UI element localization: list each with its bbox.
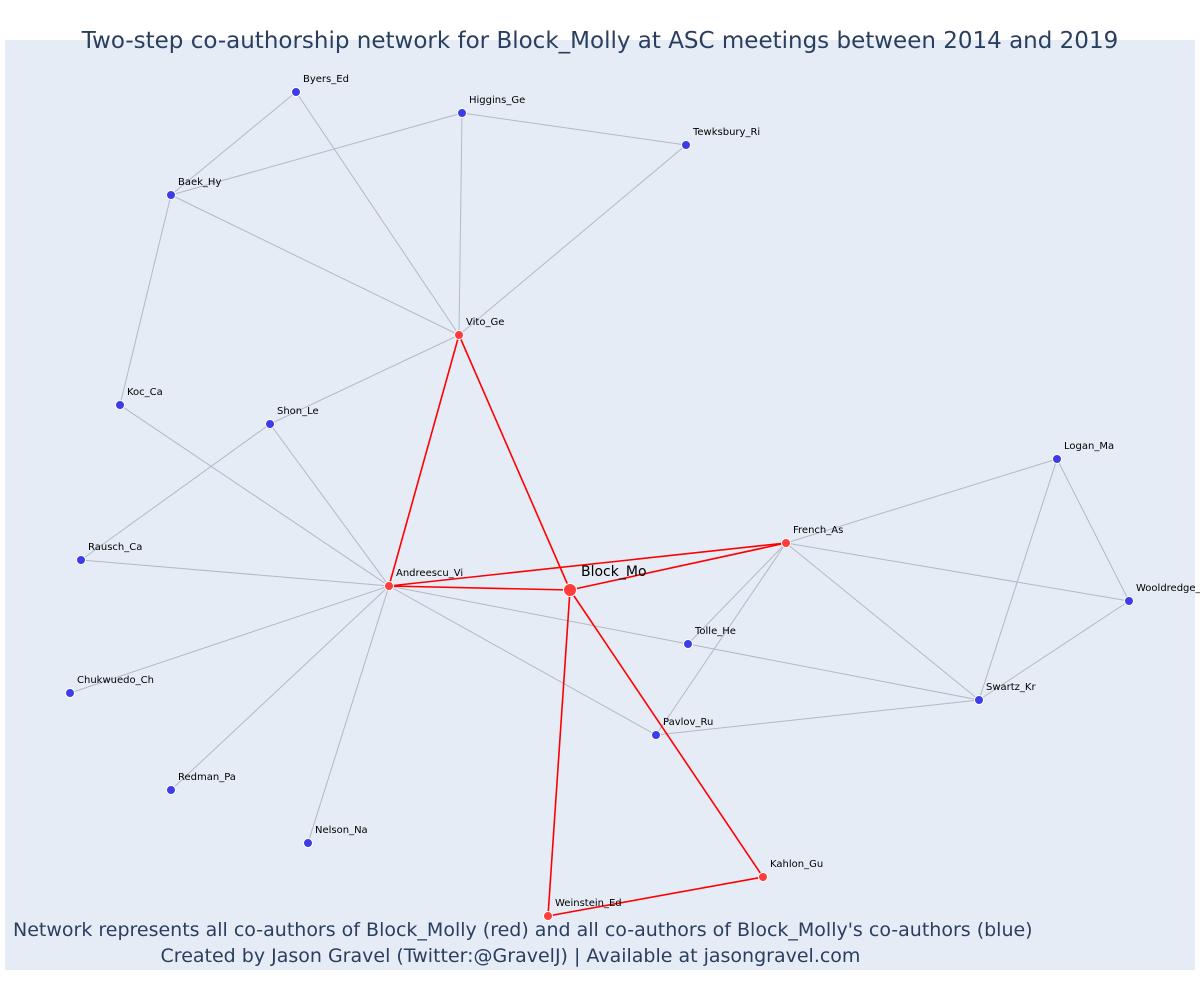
node-label-Vito_Ge: Vito_Ge: [466, 317, 504, 328]
footnote-credit: Created by Jason Gravel (Twitter:@Gravel…: [160, 945, 861, 967]
node-Logan_Ma[interactable]: [1052, 454, 1062, 464]
node-label-Logan_Ma: Logan_Ma: [1064, 441, 1114, 452]
edge-Logan_Ma-Swartz_Kr: [978, 458, 1058, 701]
node-label-Nelson_Na: Nelson_Na: [315, 825, 368, 836]
edge-Vito_Ge-Andreescu_Vi: [388, 334, 460, 587]
node-label-Koc_Ca: Koc_Ca: [127, 387, 163, 398]
node-Nelson_Na[interactable]: [303, 838, 313, 848]
node-label-Baek_Hy: Baek_Hy: [178, 177, 221, 188]
node-Chukwuedo_Ch[interactable]: [65, 688, 75, 698]
node-Kahlon_Gu[interactable]: [758, 872, 768, 882]
edge-Higgins_Ge-Vito_Ge: [458, 112, 463, 336]
edge-Tewksbury_Ri-Vito_Ge: [458, 144, 687, 336]
node-Swartz_Kr[interactable]: [974, 695, 984, 705]
chart-title: Two-step co-authorship network for Block…: [81, 28, 1119, 54]
node-Block_Mo[interactable]: [563, 583, 577, 597]
edge-Block_Mo-Andreescu_Vi: [388, 585, 571, 591]
node-Vito_Ge[interactable]: [454, 330, 464, 340]
plot-area: [5, 40, 1195, 970]
node-label-Weinstein_Ed: Weinstein_Ed: [555, 898, 622, 909]
node-label-Rausch_Ca: Rausch_Ca: [88, 542, 142, 553]
node-Koc_Ca[interactable]: [115, 400, 125, 410]
nodes[interactable]: [65, 87, 1134, 921]
node-label-Wooldredge_: Wooldredge_: [1136, 583, 1200, 594]
edge-Andreescu_Vi-Nelson_Na: [307, 585, 390, 844]
edge-Shon_Le-Rausch_Ca: [80, 423, 271, 561]
node-label-Shon_Le: Shon_Le: [277, 406, 319, 417]
edge-Block_Mo-Kahlon_Gu: [569, 589, 764, 878]
coauthor-edges: [388, 334, 787, 917]
edge-French_As-Wooldredge_: [785, 542, 1130, 602]
node-label-Pavlov_Ru: Pavlov_Ru: [663, 717, 713, 728]
node-Byers_Ed[interactable]: [291, 87, 301, 97]
node-Tewksbury_Ri[interactable]: [681, 140, 691, 150]
edge-Baek_Hy-Koc_Ca: [119, 194, 172, 406]
edge-Kahlon_Gu-Weinstein_Ed: [547, 876, 764, 917]
node-label-Higgins_Ge: Higgins_Ge: [469, 95, 525, 106]
edge-Vito_Ge-Shon_Le: [269, 334, 460, 425]
edge-French_As-Swartz_Kr: [785, 542, 980, 701]
edge-Baek_Hy-Vito_Ge: [170, 194, 460, 336]
edge-Block_Mo-Weinstein_Ed: [547, 589, 571, 917]
edge-Byers_Ed-Baek_Hy: [170, 91, 297, 196]
node-label-Tewksbury_Ri: Tewksbury_Ri: [692, 127, 760, 138]
edge-Pavlov_Ru-Swartz_Kr: [655, 699, 980, 736]
edge-Andreescu_Vi-Redman_Pa: [170, 585, 390, 791]
node-label-Chukwuedo_Ch: Chukwuedo_Ch: [77, 675, 154, 686]
node-Rausch_Ca[interactable]: [76, 555, 86, 565]
edge-French_As-Tolle_He: [687, 542, 787, 645]
edge-Wooldredge_-Swartz_Kr: [978, 600, 1130, 701]
node-Wooldredge_[interactable]: [1124, 596, 1134, 606]
node-label-French_As: French_As: [793, 525, 843, 536]
node-label-Tolle_He: Tolle_He: [694, 626, 736, 637]
edge-Higgins_Ge-Tewksbury_Ri: [461, 112, 687, 146]
node-label-Byers_Ed: Byers_Ed: [303, 74, 349, 85]
node-Andreescu_Vi[interactable]: [384, 581, 394, 591]
edge-Rausch_Ca-Andreescu_Vi: [80, 559, 390, 587]
node-label-Block_Mo: Block_Mo: [581, 564, 647, 580]
edge-Higgins_Ge-Baek_Hy: [170, 112, 463, 196]
node-Weinstein_Ed[interactable]: [543, 911, 553, 921]
footnote: Network represents all co-authors of Blo…: [13, 917, 1033, 969]
node-label-Andreescu_Vi: Andreescu_Vi: [396, 568, 463, 579]
edge-Andreescu_Vi-French_As: [388, 542, 787, 587]
edge-Andreescu_Vi-Pavlov_Ru: [388, 585, 657, 736]
node-label-Swartz_Kr: Swartz_Kr: [986, 682, 1036, 693]
edge-Byers_Ed-Vito_Ge: [295, 91, 460, 336]
edge-Koc_Ca-Andreescu_Vi: [119, 404, 390, 587]
node-Higgins_Ge[interactable]: [457, 108, 467, 118]
edge-Shon_Le-Andreescu_Vi: [269, 423, 390, 587]
footnote-description: Network represents all co-authors of Blo…: [13, 919, 1033, 941]
node-Pavlov_Ru[interactable]: [651, 730, 661, 740]
node-French_As[interactable]: [781, 538, 791, 548]
node-label-Kahlon_Gu: Kahlon_Gu: [770, 859, 823, 870]
edge-Block_Mo-Vito_Ge: [458, 334, 571, 591]
node-Baek_Hy[interactable]: [166, 190, 176, 200]
edge-French_As-Logan_Ma: [785, 458, 1058, 544]
edge-Andreescu_Vi-Chukwuedo_Ch: [69, 585, 390, 694]
node-labels: Block_Mo Vito_Ge Andreescu_Vi French_As Kahl…: [77, 74, 1200, 909]
edge-Tolle_He-Swartz_Kr: [687, 643, 980, 701]
node-label-Redman_Pa: Redman_Pa: [178, 772, 236, 783]
node-Tolle_He[interactable]: [683, 639, 693, 649]
node-Shon_Le[interactable]: [265, 419, 275, 429]
edge-Logan_Ma-Wooldredge_: [1056, 458, 1130, 602]
edge-French_As-Pavlov_Ru: [655, 542, 787, 736]
node-Redman_Pa[interactable]: [166, 785, 176, 795]
second-step-edges: [69, 91, 1130, 844]
edge-Andreescu_Vi-Tolle_He: [388, 585, 689, 645]
edge-Block_Mo-French_As: [569, 542, 787, 591]
